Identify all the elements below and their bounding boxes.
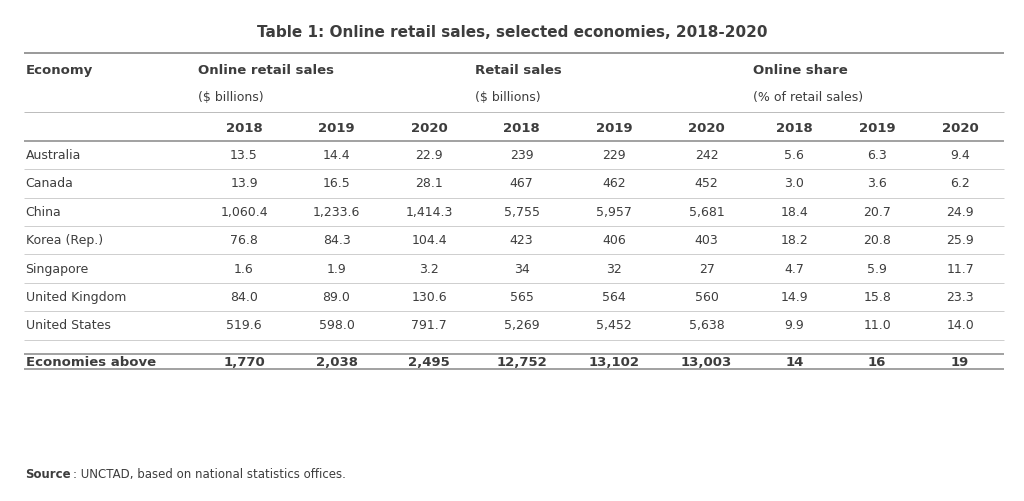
Text: 84.0: 84.0 <box>230 291 258 303</box>
Text: Economies above: Economies above <box>26 356 156 368</box>
Text: 5,957: 5,957 <box>596 205 632 218</box>
Text: 1.9: 1.9 <box>327 262 346 275</box>
Text: ($ billions): ($ billions) <box>198 91 263 104</box>
Text: 12,752: 12,752 <box>497 356 547 368</box>
Text: 13,102: 13,102 <box>589 356 640 368</box>
Text: 4.7: 4.7 <box>784 262 804 275</box>
Text: 24.9: 24.9 <box>946 205 974 218</box>
Text: 239: 239 <box>510 149 534 162</box>
Text: 242: 242 <box>695 149 719 162</box>
Text: 452: 452 <box>695 177 719 190</box>
Text: 34: 34 <box>514 262 529 275</box>
Text: 14.4: 14.4 <box>323 149 350 162</box>
Text: 462: 462 <box>602 177 626 190</box>
Text: 19: 19 <box>951 356 969 368</box>
Text: Korea (Rep.): Korea (Rep.) <box>26 234 102 246</box>
Text: 6.3: 6.3 <box>867 149 887 162</box>
Text: 22.9: 22.9 <box>416 149 443 162</box>
Text: (% of retail sales): (% of retail sales) <box>753 91 863 104</box>
Text: 18.4: 18.4 <box>780 205 808 218</box>
Text: 467: 467 <box>510 177 534 190</box>
Text: 5,755: 5,755 <box>504 205 540 218</box>
Text: 791.7: 791.7 <box>412 319 446 332</box>
Text: 84.3: 84.3 <box>323 234 350 246</box>
Text: 32: 32 <box>606 262 622 275</box>
Text: 13.9: 13.9 <box>230 177 258 190</box>
Text: 3.2: 3.2 <box>419 262 439 275</box>
Text: 2020: 2020 <box>411 121 447 134</box>
Text: 23.3: 23.3 <box>946 291 974 303</box>
Text: 598.0: 598.0 <box>318 319 354 332</box>
Text: 2020: 2020 <box>688 121 725 134</box>
Text: 25.9: 25.9 <box>946 234 974 246</box>
Text: 3.0: 3.0 <box>784 177 804 190</box>
Text: 13.5: 13.5 <box>230 149 258 162</box>
Text: 13,003: 13,003 <box>681 356 732 368</box>
Text: 14.9: 14.9 <box>780 291 808 303</box>
Text: Canada: Canada <box>26 177 74 190</box>
Text: 16.5: 16.5 <box>323 177 350 190</box>
Text: ($ billions): ($ billions) <box>475 91 541 104</box>
Text: 5,681: 5,681 <box>689 205 725 218</box>
Text: 1,233.6: 1,233.6 <box>313 205 360 218</box>
Text: 565: 565 <box>510 291 534 303</box>
Text: United States: United States <box>26 319 111 332</box>
Text: 6.2: 6.2 <box>950 177 970 190</box>
Text: Source: Source <box>26 467 72 480</box>
Text: 564: 564 <box>602 291 626 303</box>
Text: 11.0: 11.0 <box>863 319 891 332</box>
Text: 1.6: 1.6 <box>234 262 254 275</box>
Text: China: China <box>26 205 61 218</box>
Text: 2019: 2019 <box>318 121 355 134</box>
Text: 5,452: 5,452 <box>596 319 632 332</box>
Text: 14: 14 <box>785 356 804 368</box>
Text: 130.6: 130.6 <box>412 291 446 303</box>
Text: 1,060.4: 1,060.4 <box>220 205 268 218</box>
Text: Economy: Economy <box>26 64 93 77</box>
Text: 20.8: 20.8 <box>863 234 891 246</box>
Text: 1,414.3: 1,414.3 <box>406 205 453 218</box>
Text: 18.2: 18.2 <box>780 234 808 246</box>
Text: 2019: 2019 <box>596 121 633 134</box>
Text: Online retail sales: Online retail sales <box>198 64 334 77</box>
Text: 15.8: 15.8 <box>863 291 891 303</box>
Text: 2018: 2018 <box>503 121 540 134</box>
Text: 16: 16 <box>868 356 887 368</box>
Text: 519.6: 519.6 <box>226 319 262 332</box>
Text: Online share: Online share <box>753 64 848 77</box>
Text: Table 1: Online retail sales, selected economies, 2018-2020: Table 1: Online retail sales, selected e… <box>257 25 767 40</box>
Text: 423: 423 <box>510 234 534 246</box>
Text: 14.0: 14.0 <box>946 319 974 332</box>
Text: 28.1: 28.1 <box>415 177 443 190</box>
Text: : UNCTAD, based on national statistics offices.: : UNCTAD, based on national statistics o… <box>73 467 345 480</box>
Text: United Kingdom: United Kingdom <box>26 291 126 303</box>
Text: 20.7: 20.7 <box>863 205 891 218</box>
Text: 104.4: 104.4 <box>412 234 446 246</box>
Text: 3.6: 3.6 <box>867 177 887 190</box>
Text: 76.8: 76.8 <box>230 234 258 246</box>
Text: 2018: 2018 <box>225 121 262 134</box>
Text: 560: 560 <box>694 291 719 303</box>
Text: 9.9: 9.9 <box>784 319 804 332</box>
Text: 5.6: 5.6 <box>784 149 804 162</box>
Text: 9.4: 9.4 <box>950 149 970 162</box>
Text: 406: 406 <box>602 234 626 246</box>
Text: 229: 229 <box>602 149 626 162</box>
Text: 5.9: 5.9 <box>867 262 887 275</box>
Text: 1,770: 1,770 <box>223 356 265 368</box>
Text: 2,038: 2,038 <box>315 356 357 368</box>
Text: 2020: 2020 <box>942 121 978 134</box>
Text: 27: 27 <box>698 262 715 275</box>
Text: 2,495: 2,495 <box>409 356 450 368</box>
Text: 403: 403 <box>695 234 719 246</box>
Text: 2019: 2019 <box>859 121 896 134</box>
Text: Retail sales: Retail sales <box>475 64 562 77</box>
Text: 11.7: 11.7 <box>946 262 974 275</box>
Text: 89.0: 89.0 <box>323 291 350 303</box>
Text: Singapore: Singapore <box>26 262 89 275</box>
Text: Australia: Australia <box>26 149 81 162</box>
Text: 5,638: 5,638 <box>689 319 725 332</box>
Text: 2018: 2018 <box>776 121 813 134</box>
Text: 5,269: 5,269 <box>504 319 540 332</box>
